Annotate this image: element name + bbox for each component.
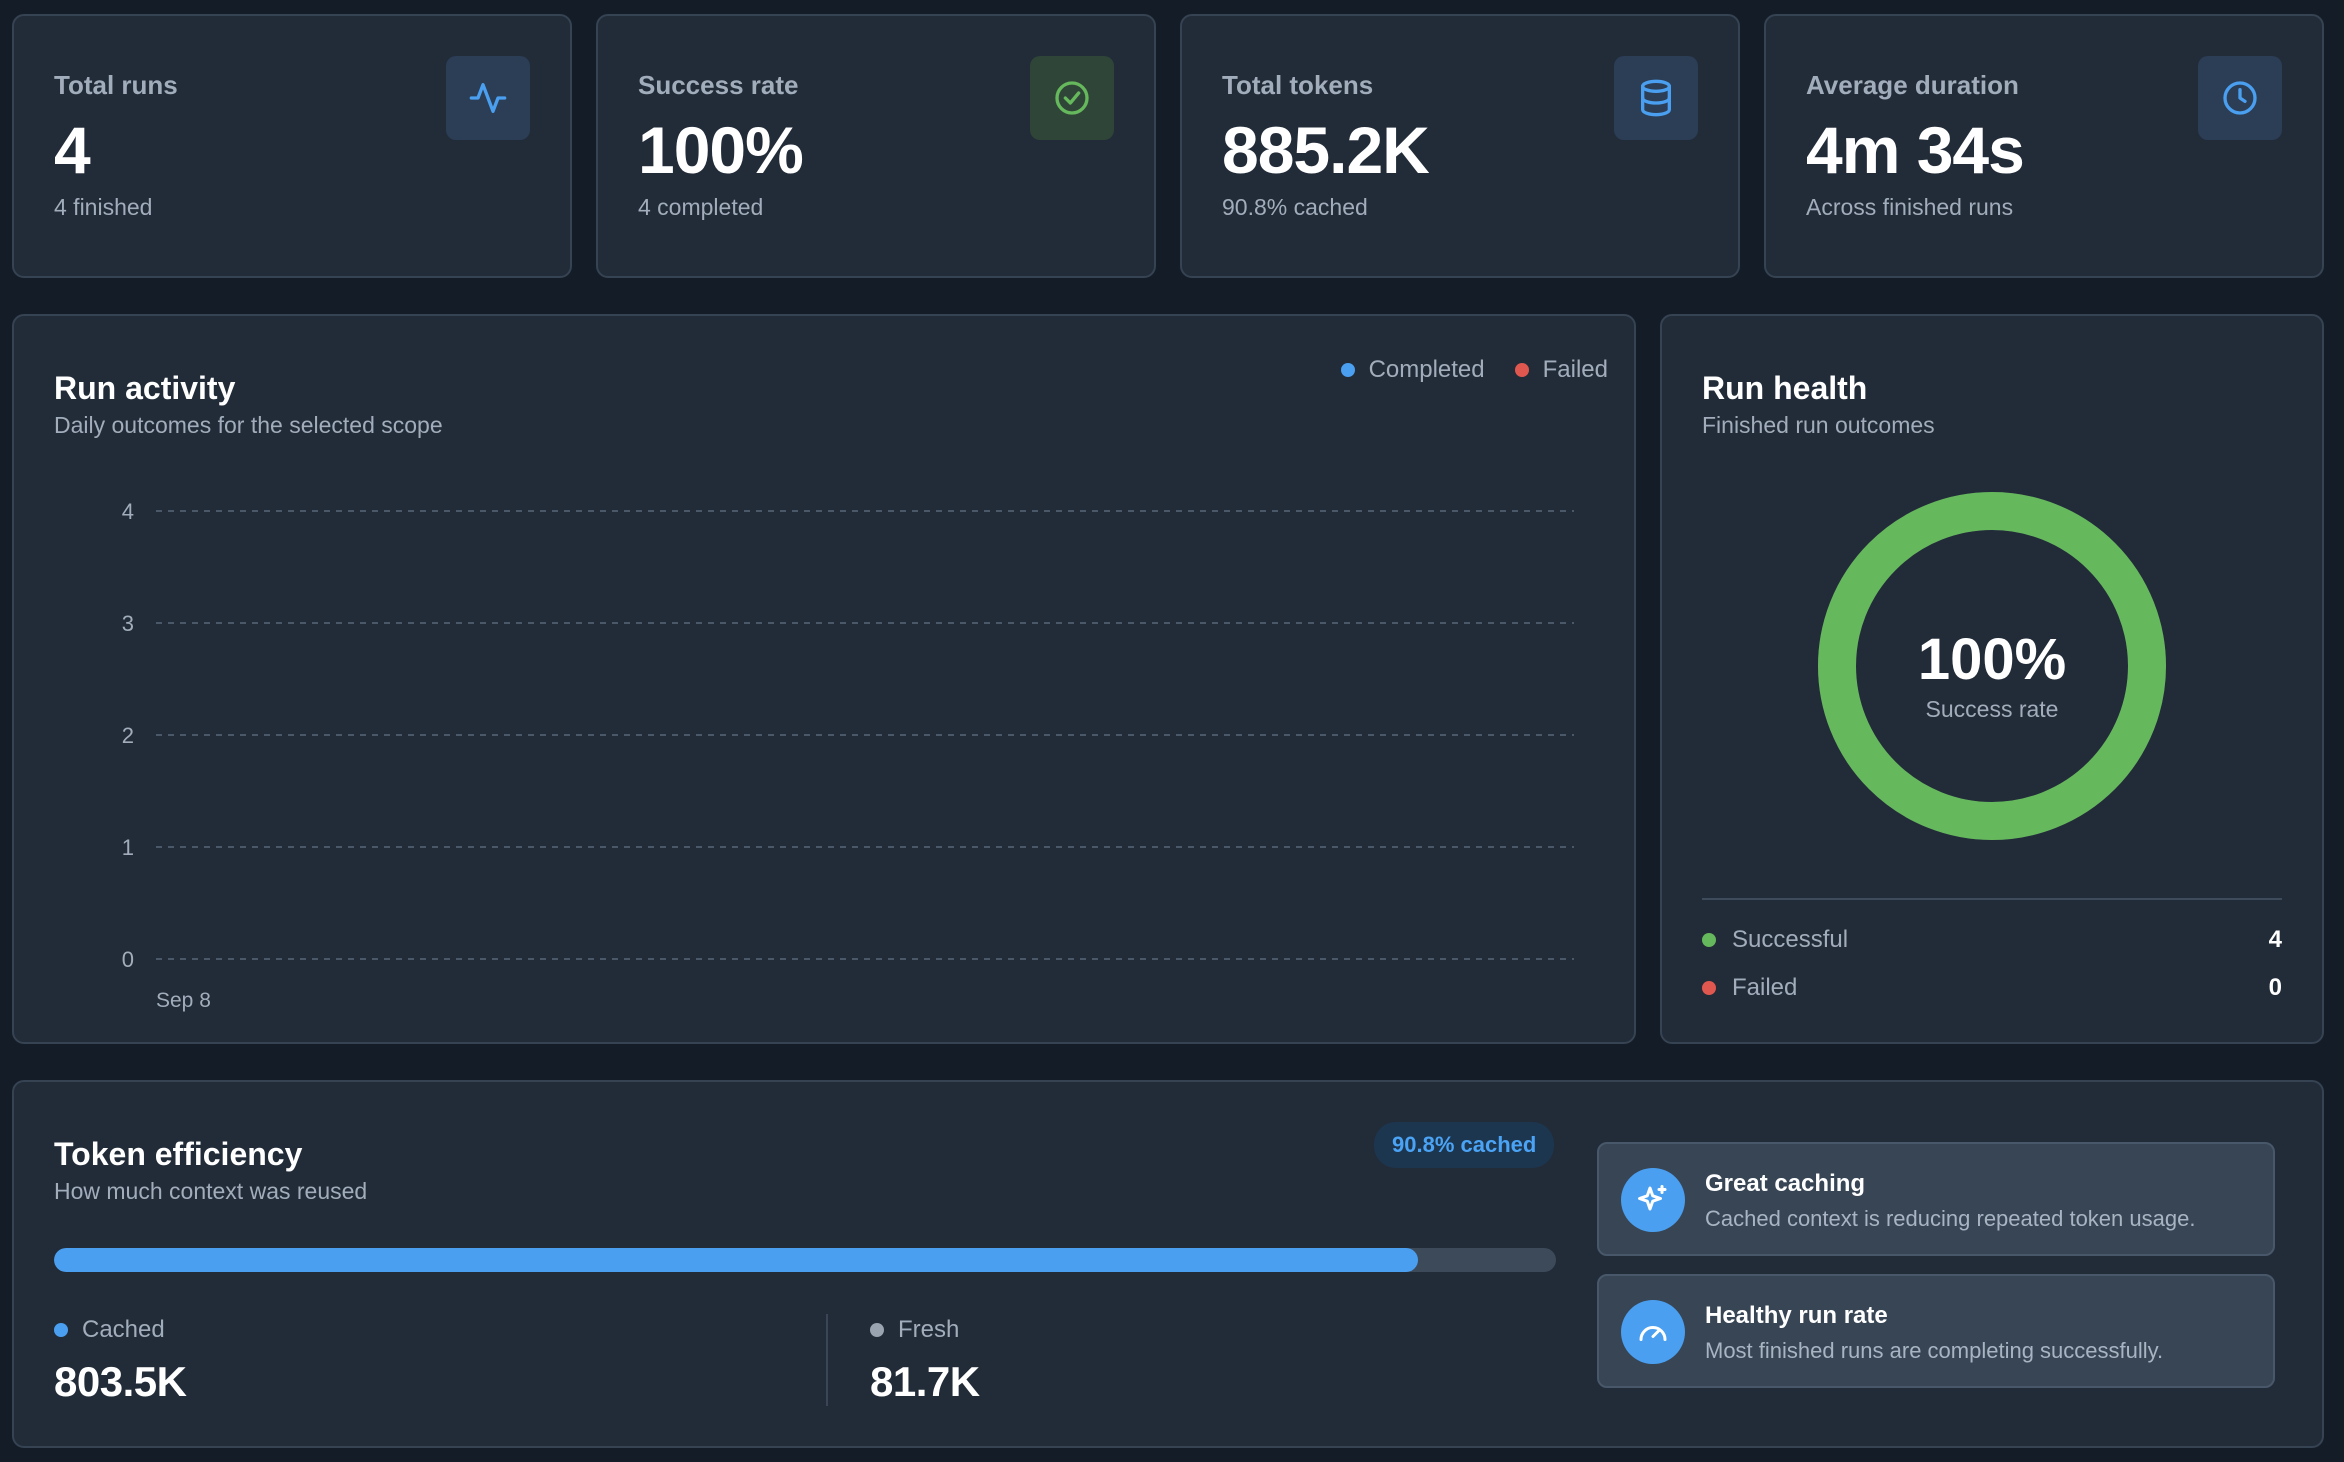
tip-great-caching: Great caching Cached context is reducing…: [1597, 1142, 2275, 1256]
stat-label: Average duration: [1806, 70, 2019, 100]
legend-dot-failed: [1514, 363, 1529, 377]
stat-label: Total tokens: [1222, 70, 1374, 100]
tip-text: Most finished runs are completing succes…: [1705, 1338, 2164, 1363]
token-cache-progress-bar: [54, 1248, 1556, 1272]
cached-badge: 90.8% cached: [1374, 1122, 1555, 1168]
check-circle-icon: [1030, 56, 1114, 140]
clock-icon: [2198, 56, 2282, 140]
stat-subtext: 4 completed: [638, 194, 764, 220]
cached-label: Cached: [54, 1316, 165, 1344]
stat-label: Total runs: [54, 70, 178, 100]
panel-subtitle: Daily outcomes for the selected scope: [54, 412, 443, 438]
donut-success-arc: [1818, 492, 2166, 840]
health-row-label: Successful: [1732, 926, 1849, 953]
fresh-value: 81.7K: [870, 1358, 980, 1405]
legend-item-completed[interactable]: Completed: [1340, 356, 1485, 384]
panel-subtitle: How much context was reused: [54, 1178, 368, 1204]
cached-dot: [54, 1323, 68, 1337]
status-dot-success: [1702, 933, 1716, 947]
legend-dot-completed: [1340, 363, 1355, 377]
donut-center-label: Success rate: [1925, 696, 2059, 722]
x-tick-label: Sep 8: [156, 989, 211, 1012]
stat-value: 885.2K: [1222, 113, 1430, 187]
stat-card-total-runs: Total runs 4 4 finished: [12, 14, 572, 278]
panel-title: Run activity: [54, 370, 236, 406]
stat-subtext: Across finished runs: [1806, 194, 2014, 220]
run-health-panel: Run health Finished run outcomes 100% Su…: [1660, 314, 2324, 1044]
y-tick-label: 3: [122, 611, 134, 636]
health-row-successful: Successful 4: [1702, 926, 2282, 954]
tip-title: Healthy run rate: [1705, 1302, 1888, 1329]
cached-label-text: Cached: [82, 1316, 165, 1343]
cached-value: 803.5K: [54, 1358, 187, 1405]
activity-icon: [446, 56, 530, 140]
token-cache-progress-fill: [54, 1248, 1418, 1272]
legend-label: Failed: [1542, 356, 1608, 383]
panel-title: Run health: [1702, 370, 1868, 406]
success-donut-chart: [1818, 492, 2166, 840]
stat-value: 100%: [638, 113, 804, 187]
token-divider: [826, 1314, 828, 1406]
stat-label: Success rate: [638, 70, 799, 100]
health-divider: [1702, 898, 2282, 900]
sparkles-icon: [1621, 1168, 1685, 1232]
status-dot-failed: [1702, 981, 1716, 995]
stat-card-success-rate: Success rate 100% 4 completed: [596, 14, 1156, 278]
stat-subtext: 90.8% cached: [1222, 194, 1368, 220]
panel-title: Token efficiency: [54, 1136, 303, 1172]
y-tick-label: 1: [122, 835, 134, 860]
gauge-icon: [1621, 1300, 1685, 1364]
y-tick-label: 2: [122, 723, 134, 748]
y-tick-label: 4: [122, 499, 134, 524]
database-icon: [1614, 56, 1698, 140]
tip-title: Great caching: [1705, 1170, 1866, 1197]
tip-healthy-run-rate: Healthy run rate Most finished runs are …: [1597, 1274, 2275, 1388]
tip-text: Cached context is reducing repeated toke…: [1705, 1206, 2196, 1231]
fresh-dot: [870, 1323, 884, 1337]
fresh-label-text: Fresh: [898, 1316, 960, 1343]
stat-card-total-tokens: Total tokens 885.2K 90.8% cached: [1180, 14, 1740, 278]
health-row-count: 0: [2268, 974, 2282, 1001]
legend-label: Completed: [1368, 356, 1485, 383]
legend-item-failed[interactable]: Failed: [1514, 356, 1608, 384]
token-efficiency-panel: Token efficiency How much context was re…: [12, 1080, 2324, 1448]
health-row-failed: Failed 0: [1702, 974, 2282, 1002]
y-tick-label: 0: [122, 947, 134, 972]
health-row-label: Failed: [1732, 974, 1798, 1001]
stat-subtext: 4 finished: [54, 194, 153, 220]
run-activity-panel: Run activity Daily outcomes for the sele…: [12, 314, 1636, 1044]
donut-center-value: 100%: [1917, 627, 2067, 692]
stat-value: 4: [54, 113, 91, 187]
fresh-label: Fresh: [870, 1316, 959, 1344]
health-row-count: 4: [2268, 926, 2282, 953]
chart-legend: Completed Failed: [1340, 356, 1608, 384]
panel-subtitle: Finished run outcomes: [1702, 412, 1935, 438]
stat-card-average-duration: Average duration 4m 34s Across finished …: [1764, 14, 2324, 278]
run-activity-chart: 0 1 2 3 4 Sep 8: [122, 499, 1574, 1012]
stat-value: 4m 34s: [1806, 113, 2025, 187]
